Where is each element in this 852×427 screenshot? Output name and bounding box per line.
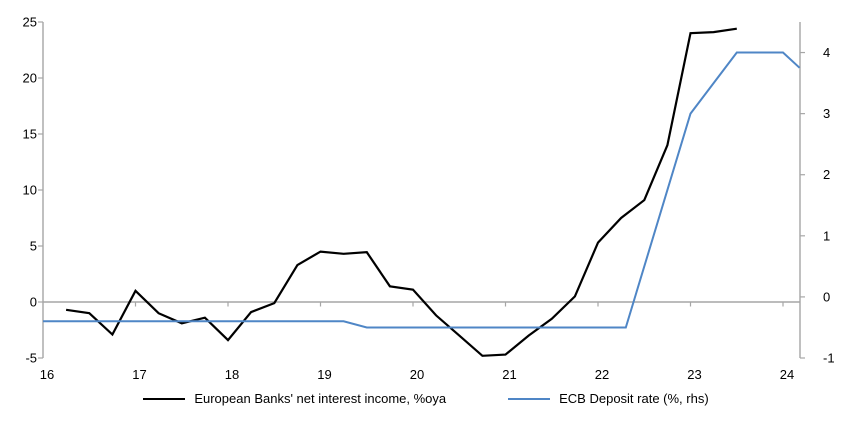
x-axis-label: 20 [410,367,424,382]
x-axis-label: 17 [132,367,146,382]
legend-item-ecb-deposit-rate: ECB Deposit rate (%, rhs) [508,391,709,406]
right-axis-tick-label: 3 [823,106,830,121]
x-axis-label: 19 [317,367,331,382]
left-axis-tick-label: 15 [23,127,37,142]
x-axis-label: 24 [780,367,794,382]
series-line-net-interest-income [65,27,737,357]
x-axis-label: 18 [225,367,239,382]
right-axis-tick-label: 1 [823,228,830,243]
x-axis-label: 23 [687,367,701,382]
black-line-swatch [143,397,186,400]
x-axis-label: 22 [595,367,609,382]
x-axis-label: 16 [40,367,54,382]
left-axis-tick-label: 5 [30,239,37,254]
right-axis-tick-label: 2 [823,167,830,182]
blue-line-swatch [508,397,551,400]
right-axis-tick-label: -1 [823,351,835,366]
x-axis-label: 21 [502,367,516,382]
legend-item-net-interest-income: European Banks' net interest income, %oy… [143,391,446,406]
right-axis-tick-label: 4 [823,45,830,60]
left-axis-tick-label: 10 [23,183,37,198]
left-axis-tick-label: 0 [30,295,37,310]
left-axis-tick-label: 25 [23,15,37,30]
left-axis-tick-label: 20 [23,71,37,86]
left-axis-tick-label: -5 [25,351,37,366]
legend: European Banks' net interest income, %oy… [0,391,852,406]
legend-label-net-interest-income: European Banks' net interest income, %oy… [194,391,447,406]
legend-label-ecb-deposit-rate: ECB Deposit rate (%, rhs) [559,391,709,406]
right-axis-tick-label: 0 [823,289,830,304]
series-line-ecb-deposit-rate [43,51,801,329]
